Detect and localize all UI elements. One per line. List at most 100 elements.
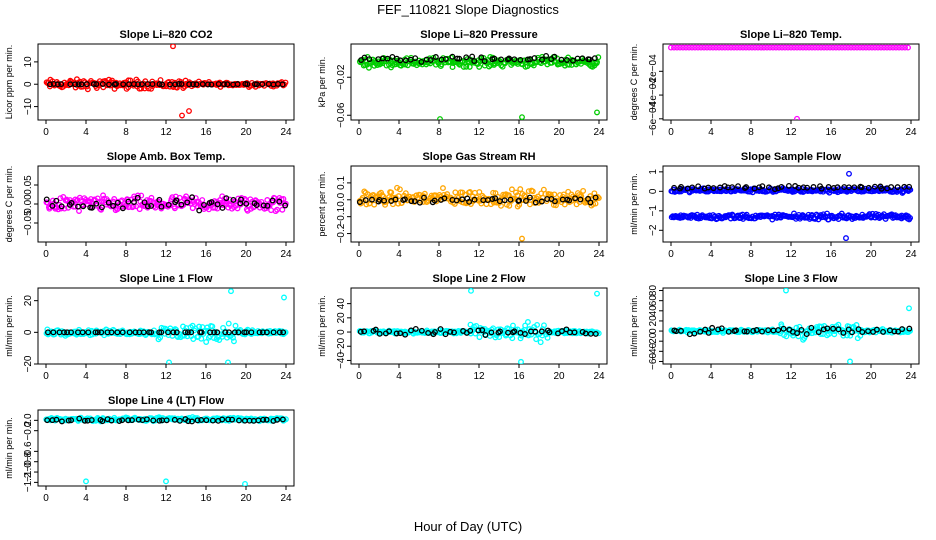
black-point [563, 57, 570, 63]
black-point [211, 329, 218, 336]
y-tick-label: −0.02 [336, 64, 347, 90]
black-point [523, 197, 529, 204]
x-tick-label: 0 [356, 371, 362, 382]
black-point [431, 329, 438, 335]
black-point [432, 54, 439, 60]
outlier-point [186, 108, 192, 115]
x-tick-label: 0 [43, 249, 49, 260]
data-point [713, 44, 719, 51]
black-point [449, 53, 456, 60]
y-axis-label: degrees C per min. [4, 166, 14, 243]
black-point [366, 56, 373, 63]
panel-3: Slope Li–820 Temp. 0 4 8 12 16 20 24 −2e−04−4e−0… [629, 29, 920, 138]
data-point [869, 44, 875, 51]
black-point [834, 184, 841, 191]
black-point [236, 417, 242, 424]
black-point [566, 197, 573, 204]
data-point [806, 44, 812, 51]
x-tick-label: 20 [240, 371, 252, 382]
black-point [871, 183, 878, 190]
x-tick-label: 4 [708, 127, 714, 138]
black-point [148, 202, 155, 209]
black-point [858, 184, 865, 191]
data-point [755, 44, 761, 51]
black-point [678, 183, 685, 190]
data-point [782, 44, 788, 51]
black-point [182, 329, 189, 336]
black-point [45, 329, 51, 336]
data-point [899, 44, 905, 51]
black-point [376, 330, 383, 337]
data-point [902, 44, 908, 51]
data-points [668, 288, 914, 364]
y-axis-label: kPa per min. [317, 57, 327, 108]
panel-title: Slope Li–820 Pressure [420, 29, 537, 41]
black-point [507, 196, 514, 203]
black-point [231, 329, 238, 336]
data-point [875, 44, 881, 51]
black-point [185, 418, 192, 425]
data-point [114, 206, 121, 213]
data-points [356, 288, 602, 364]
black-point [442, 56, 449, 62]
black-point [207, 329, 214, 336]
black-point [397, 330, 404, 337]
black-point [78, 81, 85, 88]
data-point [907, 186, 914, 193]
data-point [725, 44, 731, 51]
data-point [831, 331, 838, 338]
x-tick-label: 4 [83, 249, 89, 260]
black-point [478, 54, 485, 61]
x-tick-label: 0 [356, 249, 362, 260]
black-point [276, 329, 283, 336]
data-points [668, 44, 911, 120]
data-point [743, 44, 749, 51]
data-point [795, 333, 802, 340]
data-point [761, 44, 767, 51]
data-point [896, 44, 902, 51]
x-tick-label: 16 [825, 249, 837, 260]
black-point [830, 185, 837, 191]
black-point [98, 329, 105, 336]
black-point [143, 416, 150, 423]
data-point [219, 202, 226, 209]
x-axis-label: Hour of Day (UTC) [414, 519, 522, 534]
black-point [794, 330, 801, 337]
black-point [397, 57, 404, 64]
x-tick-label: 4 [83, 493, 89, 504]
outlier-point [794, 115, 800, 120]
black-point [441, 195, 448, 202]
black-point [591, 55, 598, 62]
data-points [43, 44, 289, 119]
data-point [671, 44, 677, 51]
data-point [125, 84, 132, 91]
black-point [190, 81, 196, 88]
black-point [710, 185, 717, 192]
x-tick-label: 12 [785, 371, 797, 382]
data-point [845, 44, 851, 51]
data-point [522, 322, 529, 329]
black-point [205, 81, 211, 88]
data-point [881, 44, 887, 51]
black-point [282, 202, 289, 209]
black-point [845, 326, 852, 333]
black-point [425, 330, 432, 336]
data-point [833, 44, 839, 51]
x-tick-label: 20 [240, 127, 252, 138]
panel-title: Slope Sample Flow [741, 151, 842, 163]
y-tick-label: 20 [336, 312, 347, 324]
data-point [791, 44, 797, 51]
black-point [149, 81, 156, 88]
black-point [411, 198, 418, 205]
black-point [551, 53, 558, 60]
data-point [580, 187, 587, 194]
black-point [775, 327, 782, 334]
y-tick-label: −0.8 [23, 451, 34, 471]
data-point [595, 330, 602, 337]
outlier-point [594, 109, 600, 116]
black-point [219, 416, 226, 423]
x-tick-label: 4 [83, 371, 89, 382]
black-point [260, 202, 267, 209]
black-point [592, 330, 599, 337]
black-point [865, 184, 872, 191]
